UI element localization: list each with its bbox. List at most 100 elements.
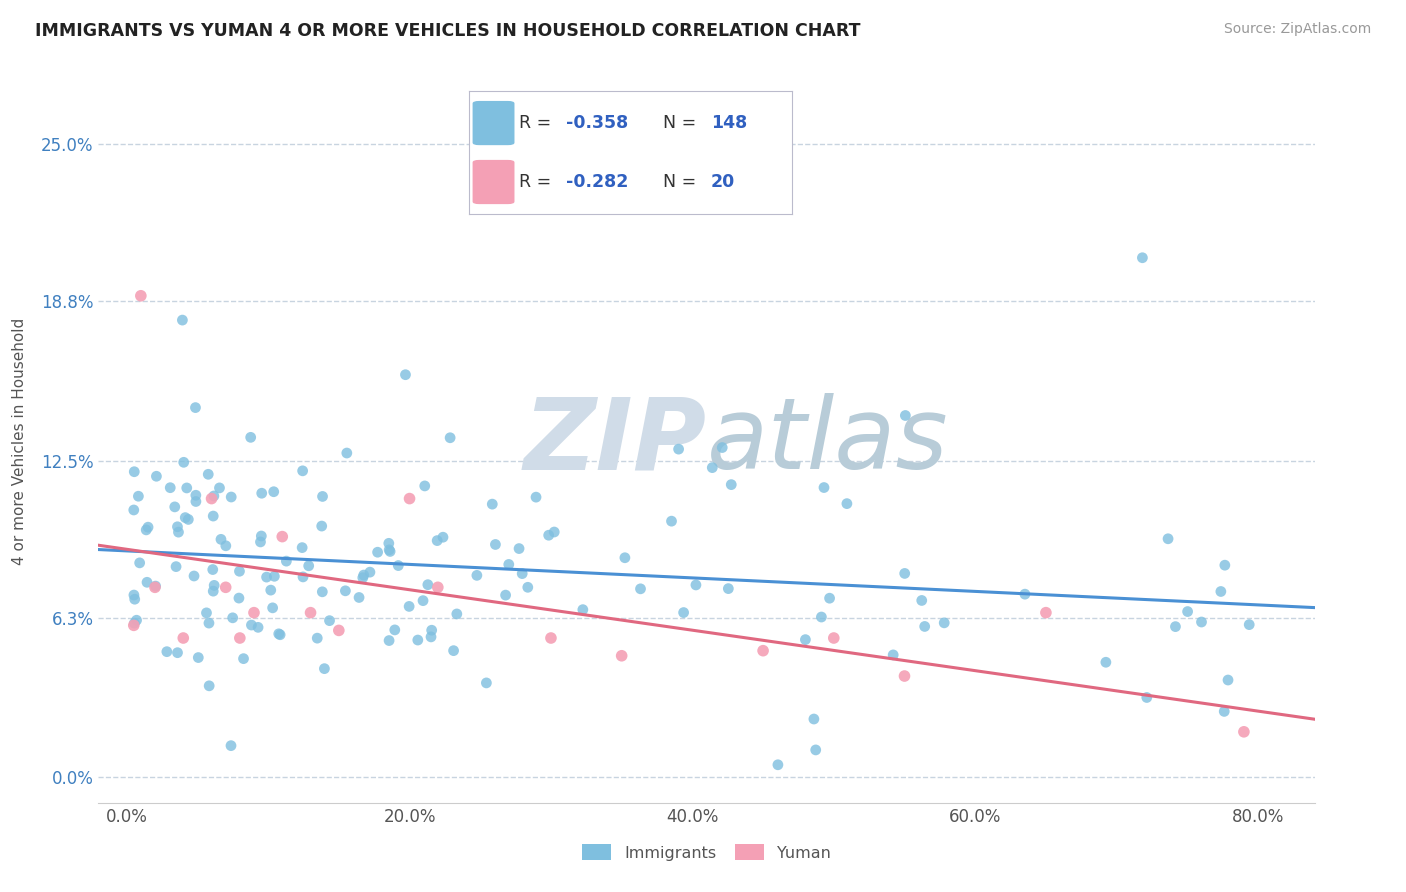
Point [298,558,321,573]
Point [1164,619,1187,633]
Point [271,530,294,544]
Point [221,611,243,625]
Y-axis label: 4 or more Vehicles in Household: 4 or more Vehicles in Household [13,318,27,566]
Point [314,662,336,676]
Point [291,541,314,555]
Point [267,627,290,641]
Point [613,550,636,565]
Point [336,446,359,460]
Point [426,533,449,548]
Point [1213,558,1236,573]
Point [228,591,250,605]
Point [420,624,443,638]
Point [239,430,262,444]
Point [135,523,157,537]
Point [367,545,389,559]
Point [129,289,152,303]
Point [166,646,188,660]
Point [420,630,443,644]
Point [260,583,283,598]
Point [124,616,146,631]
Point [335,583,357,598]
Point [299,606,322,620]
Point [292,570,315,584]
Point [465,568,488,582]
Point [240,618,263,632]
Point [208,481,231,495]
Point [702,460,724,475]
Point [263,569,285,583]
Point [136,575,159,590]
Point [215,580,238,594]
Point [187,650,209,665]
Point [1233,724,1256,739]
Point [269,628,291,642]
Point [219,739,242,753]
Point [353,568,375,582]
Point [426,580,449,594]
Point [173,455,195,469]
Point [1209,584,1232,599]
Point [184,488,207,502]
Point [498,558,520,572]
Point [311,490,333,504]
Point [159,481,181,495]
Point [540,631,562,645]
Point [250,529,273,543]
Point [219,490,242,504]
Point [195,606,218,620]
Point [1132,251,1154,265]
Point [378,536,401,550]
Point [122,465,145,479]
Point [766,757,789,772]
Point [291,464,314,478]
Point [495,588,517,602]
Point [794,632,817,647]
Point [484,537,506,551]
Point [378,633,401,648]
Point [163,500,186,514]
Text: IMMIGRANTS VS YUMAN 4 OR MORE VEHICLES IN HOUSEHOLD CORRELATION CHART: IMMIGRANTS VS YUMAN 4 OR MORE VEHICLES I… [35,22,860,40]
Point [685,578,707,592]
Point [202,489,225,503]
Point [198,679,221,693]
Point [250,486,273,500]
Point [197,467,219,482]
Point [232,651,254,665]
Point [1035,606,1057,620]
Point [122,588,145,602]
Point [1157,532,1180,546]
Point [543,524,565,539]
Point [359,565,381,579]
Point [1213,705,1236,719]
Text: Source: ZipAtlas.com: Source: ZipAtlas.com [1223,22,1371,37]
Point [537,528,560,542]
Point [378,542,401,557]
Point [387,558,409,573]
Point [804,743,827,757]
Point [443,643,465,657]
Point [413,479,436,493]
Point [911,593,934,607]
Point [347,591,370,605]
Point [228,564,250,578]
Point [125,613,148,627]
Point [572,602,595,616]
Point [406,633,429,648]
Point [276,554,298,568]
Point [934,615,956,630]
Point [818,591,841,606]
Point [416,577,439,591]
Point [398,599,420,614]
Point [215,539,238,553]
Point [412,593,434,607]
Point [307,631,329,645]
Point [1014,587,1036,601]
Point [661,514,683,528]
Point [262,600,284,615]
Point [318,614,340,628]
Point [394,368,416,382]
Point [1216,673,1239,687]
Point [717,582,740,596]
Point [813,481,835,495]
